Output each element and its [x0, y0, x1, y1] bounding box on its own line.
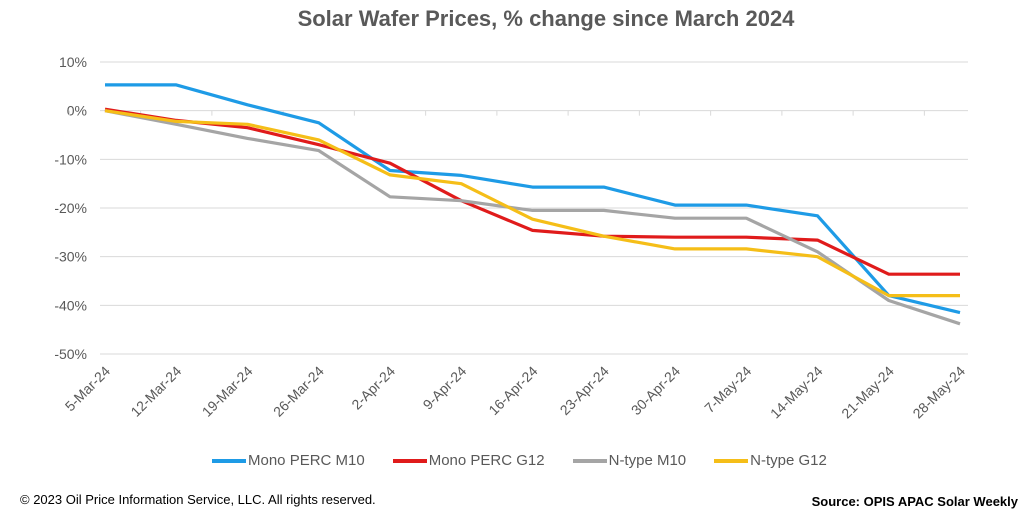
- legend-item-n-type-m10[interactable]: N-type M10: [572, 452, 687, 469]
- x-axis-ticks: 5-Mar-24 12-Mar-24 19-Mar-24 26-Mar-24 2-Apr…: [62, 363, 969, 422]
- legend-swatch-mono-perc-g12: [392, 458, 427, 463]
- x-tick-label: 9-Apr-24: [420, 363, 470, 413]
- series-line-mono-perc-g12: [104, 107, 960, 276]
- copyright-notice: © 2023 Oil Price Information Service, LL…: [20, 492, 376, 507]
- y-tick-label: -20%: [54, 200, 87, 216]
- legend-swatch-mono-perc-m10: [212, 458, 246, 463]
- y-tick-label: -30%: [54, 249, 87, 265]
- y-tick-label: -10%: [54, 151, 87, 167]
- legend-swatch-n-type-m10: [572, 458, 607, 463]
- legend-label: N-type M10: [608, 452, 687, 469]
- legend-swatch-n-type-g12: [714, 458, 749, 463]
- series-line-mono-perc-m10: [105, 83, 961, 315]
- legend: Mono PERC M10 Mono PERC G12 N-type M10 N…: [212, 452, 827, 469]
- legend-label: Mono PERC G12: [428, 452, 545, 469]
- legend-item-n-type-g12[interactable]: N-type G12: [714, 452, 827, 469]
- y-tick-label: 0%: [67, 103, 87, 119]
- series-lines: [104, 83, 961, 326]
- series-line-n-type-m10: [104, 109, 961, 326]
- x-tick-label: 19-Mar-24: [199, 363, 256, 420]
- x-tick-label: 7-May-24: [701, 363, 754, 416]
- x-tick-label: 23-Apr-24: [557, 363, 612, 418]
- x-tick-label: 5-Mar-24: [62, 363, 114, 415]
- legend-item-mono-perc-g12[interactable]: Mono PERC G12: [392, 452, 545, 469]
- x-tick-label: 21-May-24: [838, 363, 897, 422]
- x-tick-label: 26-Mar-24: [270, 363, 327, 420]
- x-tick-label: 2-Apr-24: [348, 363, 398, 413]
- x-tick-label: 14-May-24: [767, 363, 826, 422]
- x-tick-label: 16-Apr-24: [485, 363, 540, 418]
- y-tick-label: 10%: [59, 54, 87, 70]
- gridlines: [100, 61, 968, 355]
- x-tick-label: 28-May-24: [909, 363, 968, 422]
- chart-title: Solar Wafer Prices, % change since March…: [297, 6, 795, 31]
- series-line-n-type-g12: [104, 109, 960, 298]
- x-axis: [68, 110, 925, 116]
- y-axis-ticks: 10% 0% -10% -20% -30% -40% -50%: [54, 54, 87, 362]
- x-tick-label: 30-Apr-24: [628, 363, 683, 418]
- x-tick-label: 12-Mar-24: [127, 363, 184, 420]
- legend-label: Mono PERC M10: [248, 452, 365, 469]
- y-tick-label: -50%: [54, 346, 87, 362]
- source-note: Source: OPIS APAC Solar Weekly: [811, 494, 1018, 509]
- legend-label: N-type G12: [750, 452, 827, 469]
- y-tick-label: -40%: [54, 297, 87, 313]
- legend-item-mono-perc-m10[interactable]: Mono PERC M10: [212, 452, 365, 469]
